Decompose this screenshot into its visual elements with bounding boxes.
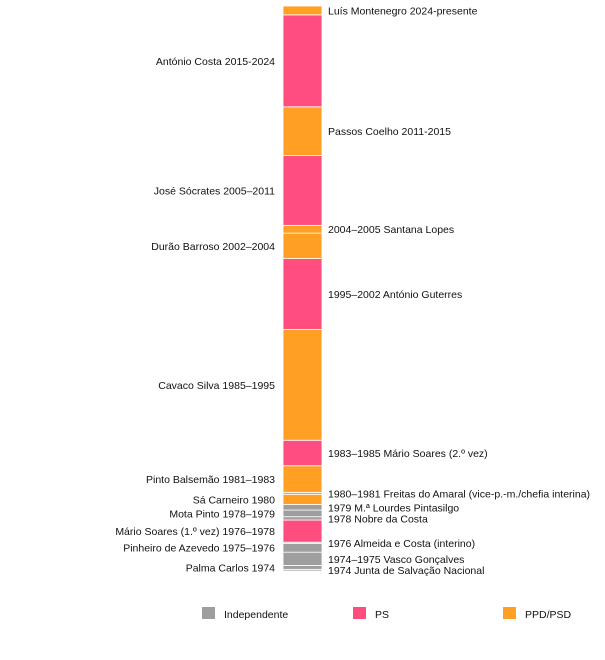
segment-label-20: Luís Montenegro 2024-presente bbox=[328, 5, 478, 17]
segment-label-14: 1995–2002 António Guterres bbox=[328, 289, 462, 301]
segment-label-6: 1978 Nobre da Costa bbox=[328, 513, 428, 525]
segment-bar-20 bbox=[282, 5, 323, 16]
legend-swatch-1 bbox=[353, 607, 366, 619]
legend-item-1: PS bbox=[353, 607, 389, 621]
segment-bar-5 bbox=[282, 519, 323, 543]
segment-label-1: Palma Carlos 1974 bbox=[186, 562, 275, 574]
segment-bar-9 bbox=[282, 494, 323, 505]
legend-label-2: PPD/PSD bbox=[525, 609, 572, 621]
legend-label-1: PS bbox=[375, 609, 389, 621]
segment-bar-12 bbox=[282, 439, 323, 467]
segment-bar-1 bbox=[282, 565, 323, 570]
legend-item-0: Independente bbox=[202, 607, 288, 621]
segment-label-12: 1983–1985 Mário Soares (2.º vez) bbox=[328, 448, 488, 460]
legend-label-0: Independente bbox=[224, 609, 288, 621]
legend-swatch-0 bbox=[202, 607, 215, 619]
segment-bar-13 bbox=[282, 329, 323, 441]
segment-label-2: 1974–1975 Vasco Gonçalves bbox=[328, 554, 464, 566]
segment-label-5: Mário Soares (1.º vez) 1976–1978 bbox=[115, 526, 275, 538]
segment-label-15: Durão Barroso 2002–2004 bbox=[151, 241, 275, 253]
segment-label-19: António Costa 2015-2024 bbox=[156, 56, 275, 68]
legend-swatch-2 bbox=[503, 607, 516, 619]
segment-bar-14 bbox=[282, 258, 323, 330]
segment-labels: Palma Carlos 1974 Pinheiro de Azevedo 197… bbox=[115, 5, 590, 577]
segment-bar-17 bbox=[282, 155, 323, 226]
segment-bar-19 bbox=[282, 14, 323, 108]
segment-label-11: Pinto Balsemão 1981–1983 bbox=[146, 474, 275, 486]
segment-label-8: 1979 M.ª Lourdes Pintasilgo bbox=[328, 502, 459, 514]
segment-bar-15 bbox=[282, 232, 323, 259]
legend-item-2: PPD/PSD bbox=[503, 607, 572, 621]
segment-bar-3 bbox=[282, 542, 323, 553]
segment-label-4: 1976 Almeida e Costa (interino) bbox=[328, 538, 475, 550]
segment-label-0: 1974 Junta de Salvação Nacional bbox=[328, 565, 484, 577]
segment-label-18: Passos Coelho 2011-2015 bbox=[328, 126, 451, 138]
legend: Independente PS PPD/PSD bbox=[202, 607, 572, 621]
segment-bar-2 bbox=[282, 551, 323, 566]
segment-label-17: José Sócrates 2005–2011 bbox=[154, 185, 275, 197]
segment-label-16: 2004–2005 Santana Lopes bbox=[328, 224, 454, 236]
bar-segments bbox=[282, 5, 323, 572]
segment-bar-11 bbox=[282, 465, 323, 493]
segment-label-3: Pinheiro de Azevedo 1975–1976 bbox=[123, 543, 275, 555]
segment-label-10: 1980–1981 Freitas do Amaral (vice-p.-m./… bbox=[328, 488, 590, 500]
segment-bar-7 bbox=[282, 509, 323, 518]
segment-label-9: Sá Carneiro 1980 bbox=[193, 495, 275, 507]
segment-label-7: Mota Pinto 1978–1979 bbox=[169, 508, 275, 520]
segment-bar-8 bbox=[282, 504, 323, 511]
segment-label-13: Cavaco Silva 1985–1995 bbox=[158, 380, 275, 392]
segment-bar-16 bbox=[282, 224, 323, 234]
segment-bar-6 bbox=[282, 516, 323, 521]
segment-bar-18 bbox=[282, 106, 323, 156]
